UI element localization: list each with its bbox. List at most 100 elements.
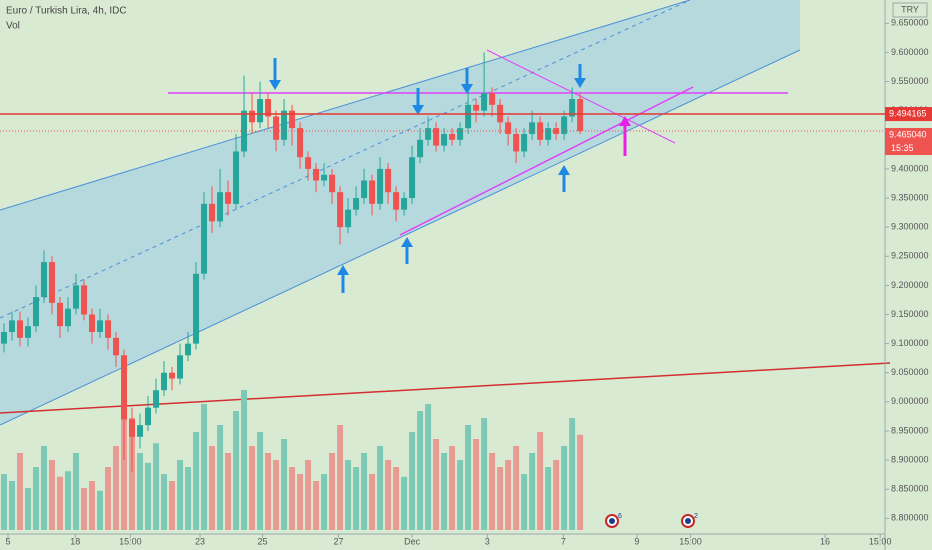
volume-bar: [137, 453, 144, 530]
candle-body: [409, 157, 416, 199]
candle-body: [313, 168, 320, 181]
x-tick-label: 7: [561, 536, 566, 546]
volume-bar: [313, 481, 320, 530]
volume-bar: [145, 462, 152, 530]
candle-body: [257, 99, 264, 123]
volume-bar: [41, 446, 48, 530]
volume-bar: [121, 397, 128, 530]
volume-bar: [209, 446, 216, 530]
channel-mid: [0, 0, 691, 319]
x-tick-label: 9: [634, 536, 639, 546]
y-tick-label: 9.000000: [891, 396, 929, 406]
candle-body: [305, 157, 312, 169]
candle-body: [233, 151, 240, 204]
x-tick-label: 15:00: [679, 536, 702, 546]
candle-body: [89, 314, 96, 332]
arrow-head: [401, 237, 413, 247]
arrow-head: [337, 265, 349, 275]
currency-box: [892, 2, 928, 18]
volume-bar: [529, 453, 536, 530]
volume-bar: [273, 460, 280, 530]
candle-body: [145, 407, 152, 426]
volume-bar: [217, 425, 224, 530]
candle-body: [561, 116, 568, 134]
x-tick-label: 15:00: [869, 536, 892, 546]
candle-body: [193, 273, 200, 344]
volume-bar: [497, 467, 504, 530]
x-tick-label: 18: [70, 536, 80, 546]
volume-bar: [473, 439, 480, 530]
volume-bar: [257, 432, 264, 530]
y-tick-label: 9.300000: [891, 222, 929, 232]
volume-bar: [289, 467, 296, 530]
volume-bar: [225, 453, 232, 530]
event-count: 2: [694, 513, 698, 520]
candle-body: [545, 128, 552, 140]
volume-bar: [441, 453, 448, 530]
y-tick-label: 9.050000: [891, 367, 929, 377]
y-tick-label: 9.350000: [891, 192, 929, 202]
volume-bar: [97, 490, 104, 530]
candle-body: [225, 192, 232, 204]
y-tick-label: 9.200000: [891, 280, 929, 290]
candle-body: [169, 372, 176, 379]
candle-body: [129, 419, 136, 437]
price-marker-label: 9.465040: [889, 129, 927, 139]
candle-body: [73, 285, 80, 309]
volume-bar: [89, 481, 96, 530]
candle-body: [505, 122, 512, 134]
volume-bar: [505, 460, 512, 530]
volume-bar: [393, 467, 400, 530]
volume-bar: [17, 453, 24, 530]
candle-body: [353, 198, 360, 210]
candle-body: [1, 331, 8, 344]
channel-bottom: [0, 49, 801, 426]
volume-bar: [153, 443, 160, 530]
volume-bar: [241, 390, 248, 530]
volume-bar: [105, 467, 112, 530]
volume-bar: [545, 467, 552, 530]
candle-body: [49, 262, 56, 303]
candle-body: [41, 262, 48, 298]
wedge-line: [486, 49, 676, 144]
arrow-head: [461, 84, 473, 94]
candle-body: [289, 110, 296, 129]
arrow-head: [269, 80, 281, 90]
volume-bar: [57, 476, 64, 530]
x-tick-label: 16: [820, 536, 830, 546]
candle-body: [201, 203, 208, 274]
volume-bar: [401, 476, 408, 530]
candle-body: [329, 174, 336, 193]
volume-bar: [449, 446, 456, 530]
candle-body: [249, 110, 256, 123]
volume-bar: [65, 471, 72, 530]
volume-bar: [329, 453, 336, 530]
candle-body: [177, 355, 184, 379]
x-tick-label: 27: [333, 536, 343, 546]
volume-bar: [353, 467, 360, 530]
y-tick-label: 9.150000: [891, 309, 929, 319]
volume-bar: [265, 453, 272, 530]
candle-body: [473, 104, 480, 111]
volume-bar: [537, 432, 544, 530]
volume-bar: [513, 446, 520, 530]
candle-body: [57, 302, 64, 327]
candle-body: [281, 110, 288, 140]
volume-bar: [81, 488, 88, 530]
candle-body: [65, 308, 72, 327]
volume-bar: [281, 439, 288, 530]
candle-body: [33, 297, 40, 327]
y-tick-label: 8.950000: [891, 425, 929, 435]
volume-bar: [113, 446, 120, 530]
countdown: 15:35: [891, 143, 914, 153]
x-tick-label: 3: [485, 536, 490, 546]
candle-body: [577, 99, 584, 132]
candle-body: [369, 180, 376, 204]
volume-bar: [177, 460, 184, 530]
volume-bar: [233, 411, 240, 530]
indicator-label: Vol: [6, 21, 20, 32]
candle-body: [441, 133, 448, 146]
volume-bar: [305, 460, 312, 530]
candle-body: [345, 209, 352, 228]
